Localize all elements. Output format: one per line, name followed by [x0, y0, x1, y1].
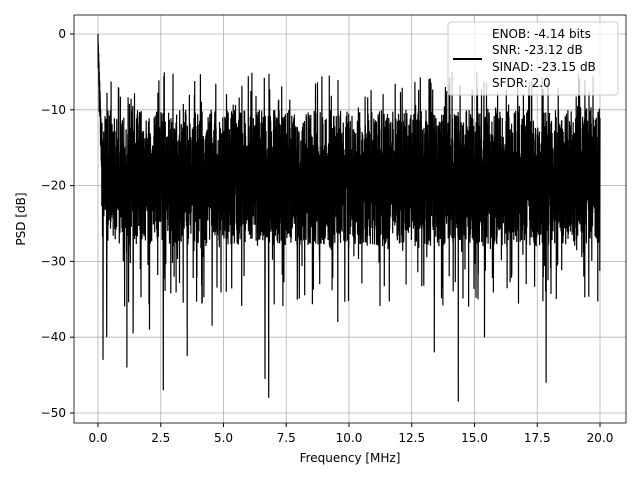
x-tick-label: 2.5 [151, 431, 170, 445]
x-tick-label: 15.0 [461, 431, 488, 445]
legend-sfdr: SFDR: 2.0 [492, 76, 551, 90]
x-tick-label: 7.5 [277, 431, 296, 445]
x-tick-label: 5.0 [214, 431, 233, 445]
y-axis-label: PSD [dB] [14, 192, 28, 245]
y-tick-label: −50 [41, 406, 66, 420]
x-ticks: 0.0 2.5 5.0 7.5 10.0 12.5 15.0 17.5 20.0 [88, 423, 613, 445]
legend-sinad: SINAD: -23.15 dB [492, 60, 596, 74]
legend-box [447, 21, 619, 96]
x-axis-label: Frequency [MHz] [300, 451, 401, 465]
x-tick-label: 20.0 [587, 431, 614, 445]
legend-snr: SNR: -23.12 dB [492, 43, 583, 57]
x-tick-label: 17.5 [524, 431, 551, 445]
y-tick-label: −40 [41, 330, 66, 344]
legend: ENOB: -4.14 bits SNR: -23.12 dB SINAD: -… [447, 21, 619, 96]
y-tick-label: −20 [41, 179, 66, 193]
legend-enob: ENOB: -4.14 bits [492, 27, 591, 41]
axes-frame [73, 14, 627, 424]
x-tick-label: 12.5 [398, 431, 425, 445]
psd-series-line [97, 33, 601, 402]
y-ticks: 0 −10 −20 −30 −40 −50 [41, 27, 74, 420]
x-tick-label: 0.0 [88, 431, 107, 445]
y-tick-label: 0 [58, 27, 66, 41]
x-tick-label: 10.0 [336, 431, 363, 445]
y-tick-label: −30 [41, 254, 66, 268]
y-tick-label: −10 [41, 103, 66, 117]
